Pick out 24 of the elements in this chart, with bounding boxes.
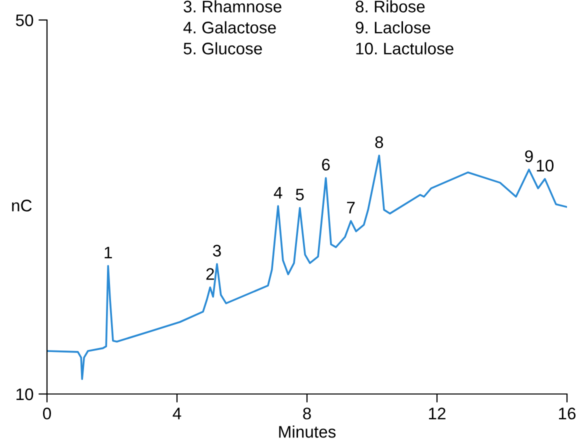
annotation: 6	[322, 158, 330, 171]
annotation: 4	[274, 186, 282, 198]
annotation: 5. Glucose	[184, 42, 262, 54]
annotation: 7	[347, 202, 355, 214]
x-tick-label: 4	[172, 408, 182, 420]
text: 3. Rhamnose	[184, 0, 282, 12]
x-axis-title: Minutes	[279, 426, 336, 438]
y-axis-title: nC	[12, 200, 32, 212]
annotation: 3	[212, 244, 221, 257]
annotation: 9. Laclose	[356, 21, 430, 34]
x-tick-label: 0	[43, 408, 51, 420]
annotation: 10	[536, 160, 554, 172]
x-tick-label: 12	[429, 408, 446, 420]
y-tick-label: 50	[16, 14, 34, 26]
x-tick-label: 8	[303, 408, 311, 420]
annotation: 1	[104, 246, 112, 258]
x-tick-label: 16	[559, 408, 576, 420]
annotation: 5	[296, 188, 304, 200]
text: 8. Ribose	[356, 0, 425, 12]
annotation: 2	[206, 268, 214, 280]
annotation: 4. Galactose	[183, 21, 276, 34]
annotation: 9	[525, 150, 533, 162]
annotation: 10. Lactulose	[356, 42, 454, 54]
annotation: 8	[375, 136, 384, 148]
